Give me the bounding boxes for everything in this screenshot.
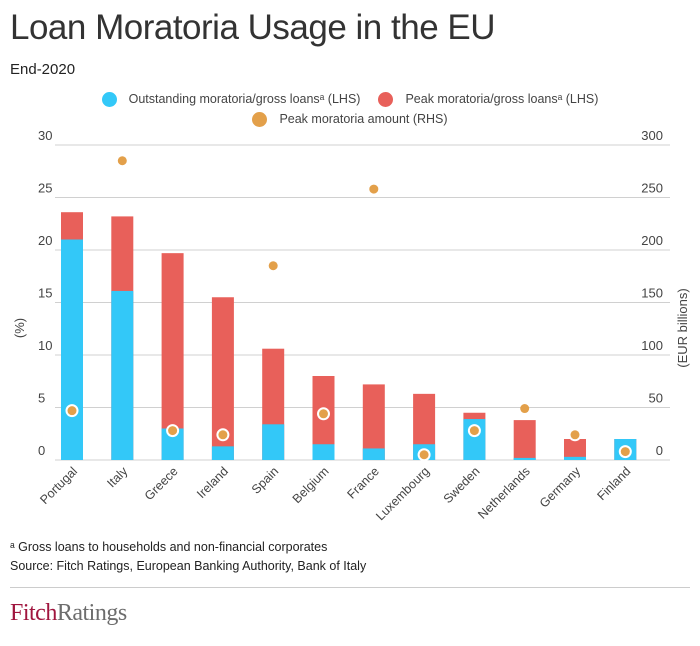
y-tick-right: 150 bbox=[641, 286, 663, 301]
x-tick-label: Sweden bbox=[441, 464, 483, 506]
source-note: Source: Fitch Ratings, European Banking … bbox=[10, 559, 367, 573]
dot-peak-amount-ireland bbox=[218, 430, 228, 440]
y-tick-left: 20 bbox=[38, 233, 52, 248]
y-tick-right: 50 bbox=[649, 391, 663, 406]
y-axis-left: 0 5 10 15 20 25 30 bbox=[38, 128, 52, 458]
bar-outstanding-france bbox=[362, 448, 385, 460]
bar-outstanding-spain bbox=[262, 424, 285, 460]
bar-peak-germany bbox=[564, 439, 586, 460]
footnote: ᵃ Gross loans to households and non-fina… bbox=[10, 540, 328, 554]
legend-label: Peak moratoria amount (RHS) bbox=[279, 112, 448, 126]
dot-peak-amount-germany bbox=[570, 430, 580, 440]
bar-peak-france bbox=[362, 384, 385, 460]
y-tick-left: 25 bbox=[38, 181, 52, 196]
legend: Outstanding moratoria/gross loansᵃ (LHS)… bbox=[0, 89, 700, 129]
y-tick-left: 0 bbox=[38, 443, 45, 458]
bar-outstanding-ireland bbox=[211, 446, 234, 460]
dot-peak-amount-sweden bbox=[469, 426, 479, 436]
dot-peak-amount-italy bbox=[117, 156, 127, 166]
x-tick-label: Portugal bbox=[37, 464, 80, 507]
y-tick-left: 30 bbox=[38, 128, 52, 143]
y-tick-left: 10 bbox=[38, 338, 52, 353]
legend-item-outstanding: Outstanding moratoria/gross loansᵃ (LHS) bbox=[101, 91, 361, 107]
dot-peak-amount-finland bbox=[620, 447, 630, 457]
dot-peak-amount-luxembourg bbox=[419, 450, 429, 460]
y-tick-right: 0 bbox=[656, 443, 663, 458]
chart-subtitle: End-2020 bbox=[10, 61, 76, 78]
x-tick-label: Ireland bbox=[194, 464, 231, 501]
x-tick-label: Finland bbox=[595, 464, 634, 503]
legend-swatch-peak-ratio bbox=[378, 91, 394, 107]
y-tick-right: 100 bbox=[641, 338, 663, 353]
bar-outstanding-belgium bbox=[312, 444, 335, 460]
fitch-ratings-logo: FitchRatings bbox=[10, 600, 127, 627]
x-axis-labels: Portugal Italy Greece Ireland Spain Belgium Fr… bbox=[37, 464, 633, 524]
x-tick-label: France bbox=[345, 464, 382, 501]
dot-peak-amount-greece bbox=[168, 426, 178, 436]
bar-peak-luxembourg bbox=[413, 393, 436, 460]
x-tick-label: Luxembourg bbox=[373, 464, 432, 523]
dot-peak-amount-france bbox=[369, 184, 379, 194]
legend-swatch-peak-amount bbox=[252, 111, 268, 127]
bar-peak-ireland bbox=[211, 297, 234, 460]
dots bbox=[65, 156, 632, 462]
x-tick-label: Spain bbox=[249, 464, 282, 497]
bar-outstanding-italy bbox=[111, 290, 134, 460]
gridlines bbox=[55, 144, 670, 461]
chart-title: Loan Moratoria Usage in the EU bbox=[10, 8, 496, 47]
dot-peak-amount-netherlands bbox=[520, 404, 530, 414]
y-tick-right: 300 bbox=[641, 128, 663, 143]
legend-swatch-outstanding bbox=[101, 91, 117, 107]
legend-item-peak-ratio: Peak moratoria/gross loansᵃ (LHS) bbox=[378, 91, 599, 107]
y-tick-right: 200 bbox=[641, 233, 663, 248]
x-tick-label: Greece bbox=[142, 464, 181, 503]
bar-outstanding-greece bbox=[161, 428, 184, 460]
bars bbox=[61, 212, 637, 460]
y-axis-right-label: (EUR billions) bbox=[675, 288, 690, 367]
y-tick-right: 250 bbox=[641, 181, 663, 196]
bar-peak-greece bbox=[161, 253, 184, 460]
chart-plot: 0 5 10 15 20 25 30 0 50 100 150 200 250 300 (%) (EUR… bbox=[12, 128, 690, 524]
bar-peak-netherlands bbox=[513, 420, 536, 460]
y-tick-left: 15 bbox=[38, 286, 52, 301]
y-axis-right: 0 50 100 150 200 250 300 bbox=[641, 128, 663, 458]
x-tick-label: Italy bbox=[104, 464, 131, 491]
x-tick-label: Belgium bbox=[290, 464, 332, 506]
bar-outstanding-netherlands bbox=[513, 457, 536, 460]
divider bbox=[10, 587, 690, 588]
logo-ratings: Ratings bbox=[56, 600, 127, 626]
legend-label: Outstanding moratoria/gross loansᵃ (LHS) bbox=[128, 92, 361, 106]
bar-outstanding-portugal bbox=[61, 239, 83, 460]
y-axis-left-label: (%) bbox=[12, 318, 27, 338]
legend-label: Peak moratoria/gross loansᵃ (LHS) bbox=[405, 92, 599, 106]
legend-item-peak-amount: Peak moratoria amount (RHS) bbox=[252, 111, 448, 127]
y-tick-left: 5 bbox=[38, 391, 45, 406]
dot-peak-amount-spain bbox=[268, 261, 278, 271]
dot-peak-amount-belgium bbox=[319, 409, 328, 419]
bar-outstanding-germany bbox=[564, 456, 586, 460]
x-tick-label: Netherlands bbox=[475, 464, 533, 522]
dot-peak-amount-portugal bbox=[67, 406, 77, 416]
x-tick-label: Germany bbox=[537, 464, 584, 511]
logo-fitch: Fitch bbox=[10, 600, 57, 626]
